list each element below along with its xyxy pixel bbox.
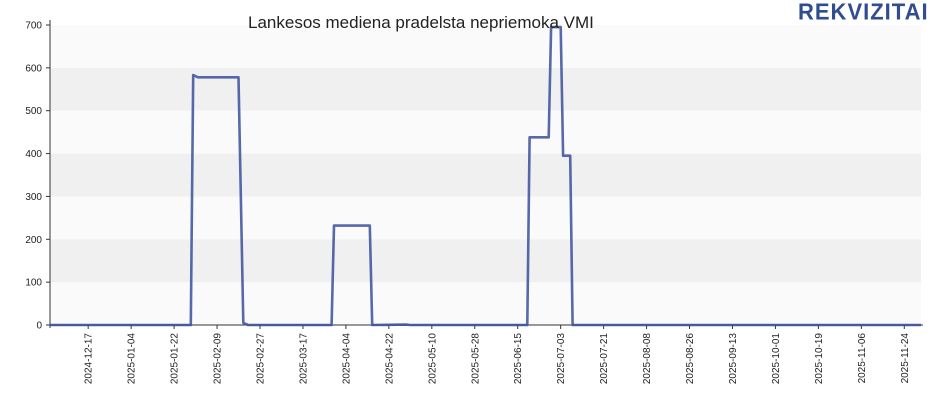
x-tick-label: 2025-11-24 — [900, 333, 911, 384]
brand-logo[interactable]: REKVIZITAI VŽ — [798, 0, 930, 24]
x-tick-label: 2025-08-08 — [642, 333, 653, 385]
y-tick-label: 600 — [25, 63, 42, 74]
grid-bands — [50, 25, 921, 325]
y-tick-label: 500 — [25, 106, 42, 117]
x-tick-label: 2025-09-13 — [728, 333, 739, 385]
grid-band — [50, 25, 921, 68]
grid-band — [50, 67, 921, 111]
chart-title: Lankesos mediena pradelsta nepriemoka VM… — [248, 13, 594, 32]
y-tick-label: 0 — [36, 321, 42, 332]
y-tick-label: 100 — [25, 278, 42, 289]
x-tick-label: 2025-07-21 — [599, 333, 610, 385]
x-tick-label: 2025-02-27 — [255, 333, 266, 385]
x-tick-label: 2025-04-22 — [384, 333, 395, 385]
y-tick-label: 200 — [25, 235, 42, 246]
y-axis: 0 100 200 300 400 500 600 700 — [25, 21, 50, 332]
grid-band — [50, 110, 921, 154]
x-tick-label: 2025-05-10 — [427, 333, 438, 385]
x-tick-label: 2025-02-09 — [213, 333, 224, 385]
y-tick-label: 700 — [25, 21, 42, 32]
grid-band — [50, 196, 921, 240]
x-tick-label: 2025-08-26 — [685, 333, 696, 385]
x-tick-label: 2025-01-04 — [127, 333, 138, 385]
y-tick-label: 300 — [25, 192, 42, 203]
series-line — [50, 25, 921, 327]
x-tick-label: 2024-12-17 — [84, 333, 95, 385]
grid-band — [50, 239, 921, 283]
x-tick-label: 2025-07-03 — [556, 333, 567, 385]
x-tick-label: 2025-10-19 — [814, 333, 825, 385]
x-tick-label: 2025-06-15 — [513, 333, 524, 385]
x-tick-label: 2025-04-04 — [341, 333, 352, 385]
grid-band — [50, 282, 921, 325]
x-tick-label: 2025-03-17 — [298, 333, 309, 385]
x-tick-label: 2025-01-22 — [170, 333, 181, 385]
grid-band — [50, 153, 921, 197]
x-axis: 2024-12-17 2025-01-04 2025-01-22 2025-02-09… — [84, 325, 911, 384]
x-tick-label: 2025-11-06 — [857, 333, 868, 384]
brand-name: REKVIZITAI — [798, 0, 929, 25]
x-tick-label: 2025-05-28 — [470, 333, 481, 385]
y-tick-label: 400 — [25, 149, 42, 160]
x-tick-label: 2025-10-01 — [771, 333, 782, 385]
series-group — [50, 25, 921, 327]
